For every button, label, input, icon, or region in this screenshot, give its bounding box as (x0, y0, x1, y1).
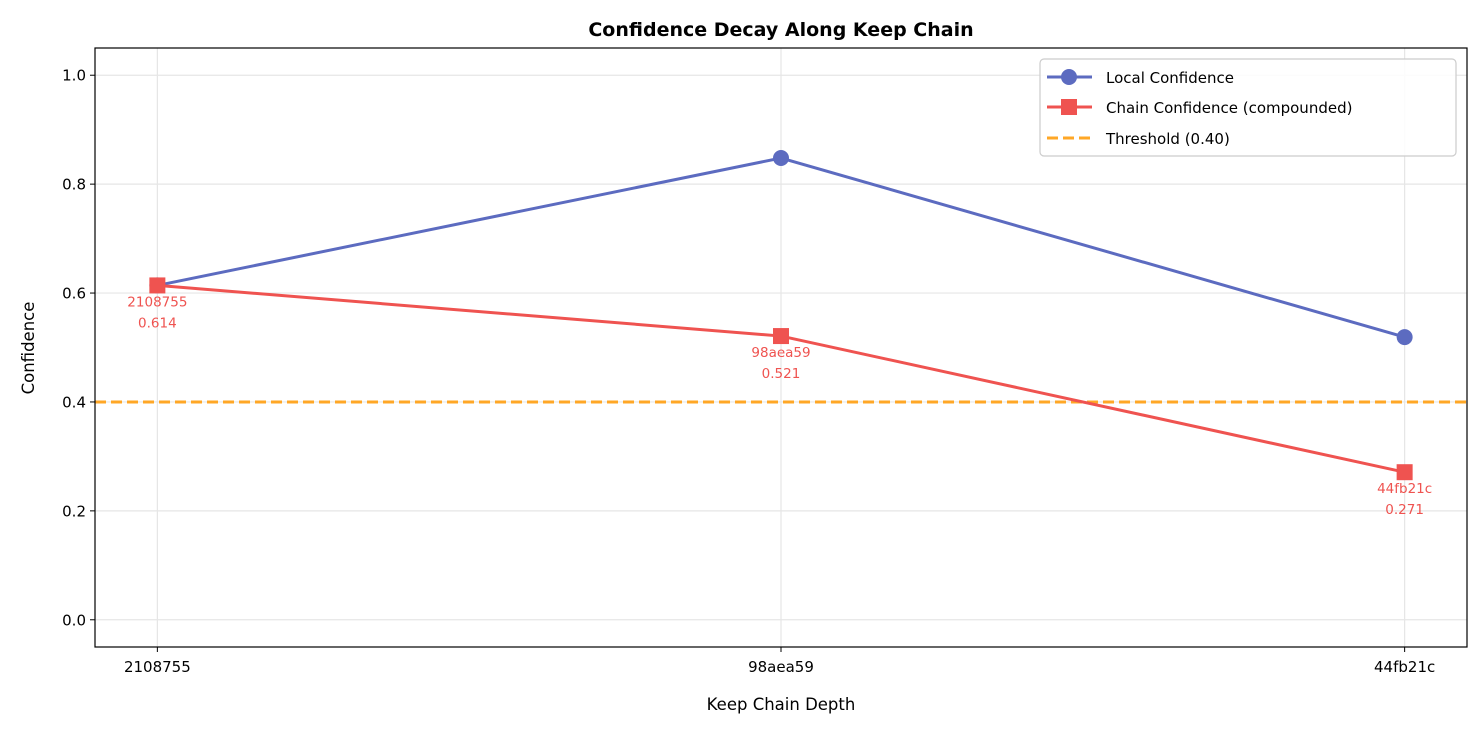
legend-box (1039, 58, 1457, 157)
data-point-chain (149, 277, 166, 294)
x-tick-label: 98aea59 (748, 658, 814, 676)
y-tick-label: 0.8 (62, 176, 86, 194)
y-tick-label: 0.6 (62, 285, 86, 303)
legend-label: Chain Confidence (compounded) (1106, 99, 1352, 117)
annotation-label: 98aea59 (751, 345, 810, 361)
series-group (149, 149, 1413, 481)
x-tick-label: 44fb21c (1374, 658, 1435, 676)
y-axis-label: Confidence (19, 302, 38, 395)
y-tick-label: 1.0 (62, 67, 86, 85)
annotation-label: 2108755 (127, 294, 187, 310)
x-axis-label: Keep Chain Depth (707, 695, 856, 714)
data-point-chain (1396, 464, 1413, 481)
annotations: 2108755 0.614 98aea59 0.521 44fb21c 0.271 (127, 294, 1432, 518)
ticks: 0.0 0.2 0.4 0.6 0.8 1.0 2108755 98aea59 44fb21c (62, 67, 1435, 676)
chart-title: Confidence Decay Along Keep Chain (588, 19, 973, 41)
legend: Local Confidence Chain Confidence (compou… (1039, 58, 1457, 157)
annotation-label: 44fb21c (1377, 481, 1432, 497)
legend-label: Threshold (0.40) (1105, 130, 1230, 148)
data-point-local (773, 149, 789, 166)
x-tick-label: 2108755 (124, 658, 191, 676)
annotation-value: 0.271 (1385, 502, 1424, 518)
y-tick-label: 0.4 (62, 393, 86, 411)
y-tick-label: 0.0 (62, 611, 86, 629)
data-point-chain (773, 328, 789, 345)
annotation-value: 0.614 (138, 315, 177, 331)
data-point-local (1396, 329, 1413, 346)
y-tick-label: 0.2 (62, 502, 86, 520)
annotation-value: 0.521 (762, 366, 801, 382)
legend-label: Local Confidence (1106, 69, 1234, 87)
legend-marker-square (1061, 99, 1077, 115)
legend-marker-circle (1061, 69, 1077, 85)
